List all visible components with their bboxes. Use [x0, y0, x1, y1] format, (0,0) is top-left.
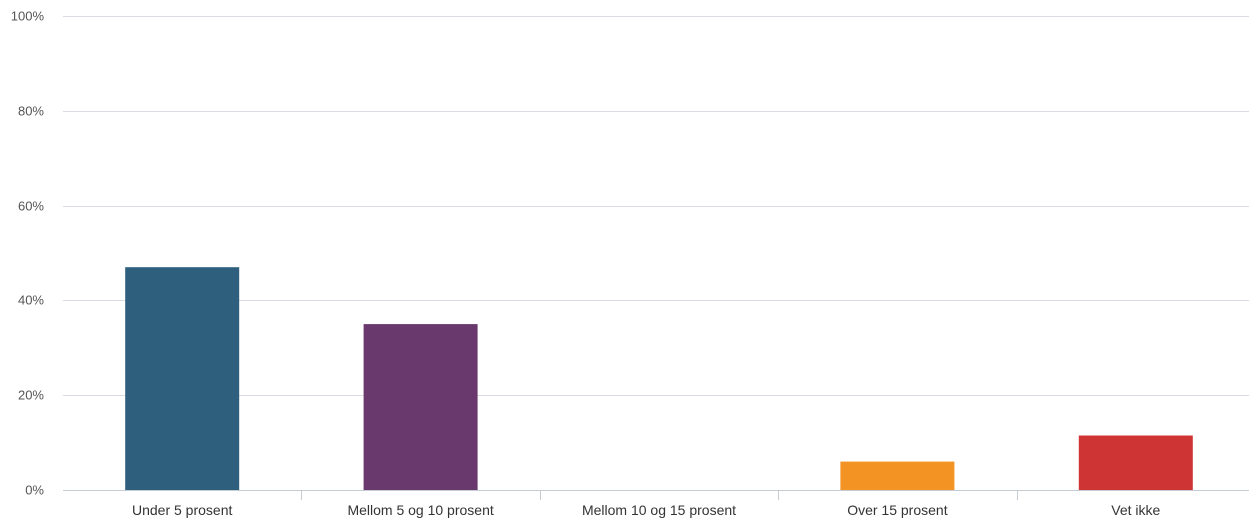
- bar-2: [363, 324, 478, 490]
- x-tick-label: Mellom 10 og 15 prosent: [582, 502, 736, 518]
- x-axis: [63, 490, 1249, 500]
- x-axis-tick-labels: Under 5 prosent Mellom 5 og 10 prosent Mel…: [132, 502, 1161, 518]
- bar-1: [125, 267, 240, 490]
- bar-5: [1078, 435, 1193, 490]
- y-tick-label: 60%: [18, 199, 44, 214]
- x-tick-label: Vet ikke: [1111, 502, 1160, 518]
- bars: [125, 267, 1193, 490]
- x-tick-label: Under 5 prosent: [132, 502, 233, 518]
- y-tick-label: 80%: [18, 104, 44, 119]
- y-tick-label: 0%: [25, 483, 44, 498]
- x-tick-label: Over 15 prosent: [847, 502, 947, 518]
- y-tick-label: 40%: [18, 293, 44, 308]
- x-tick-label: Mellom 5 og 10 prosent: [347, 502, 493, 518]
- bar-4: [840, 461, 955, 490]
- y-tick-label: 20%: [18, 388, 44, 403]
- gridlines: [63, 16, 1249, 396]
- y-axis-tick-labels: 0% 20% 40% 60% 80% 100%: [11, 9, 45, 498]
- y-tick-label: 100%: [11, 9, 45, 24]
